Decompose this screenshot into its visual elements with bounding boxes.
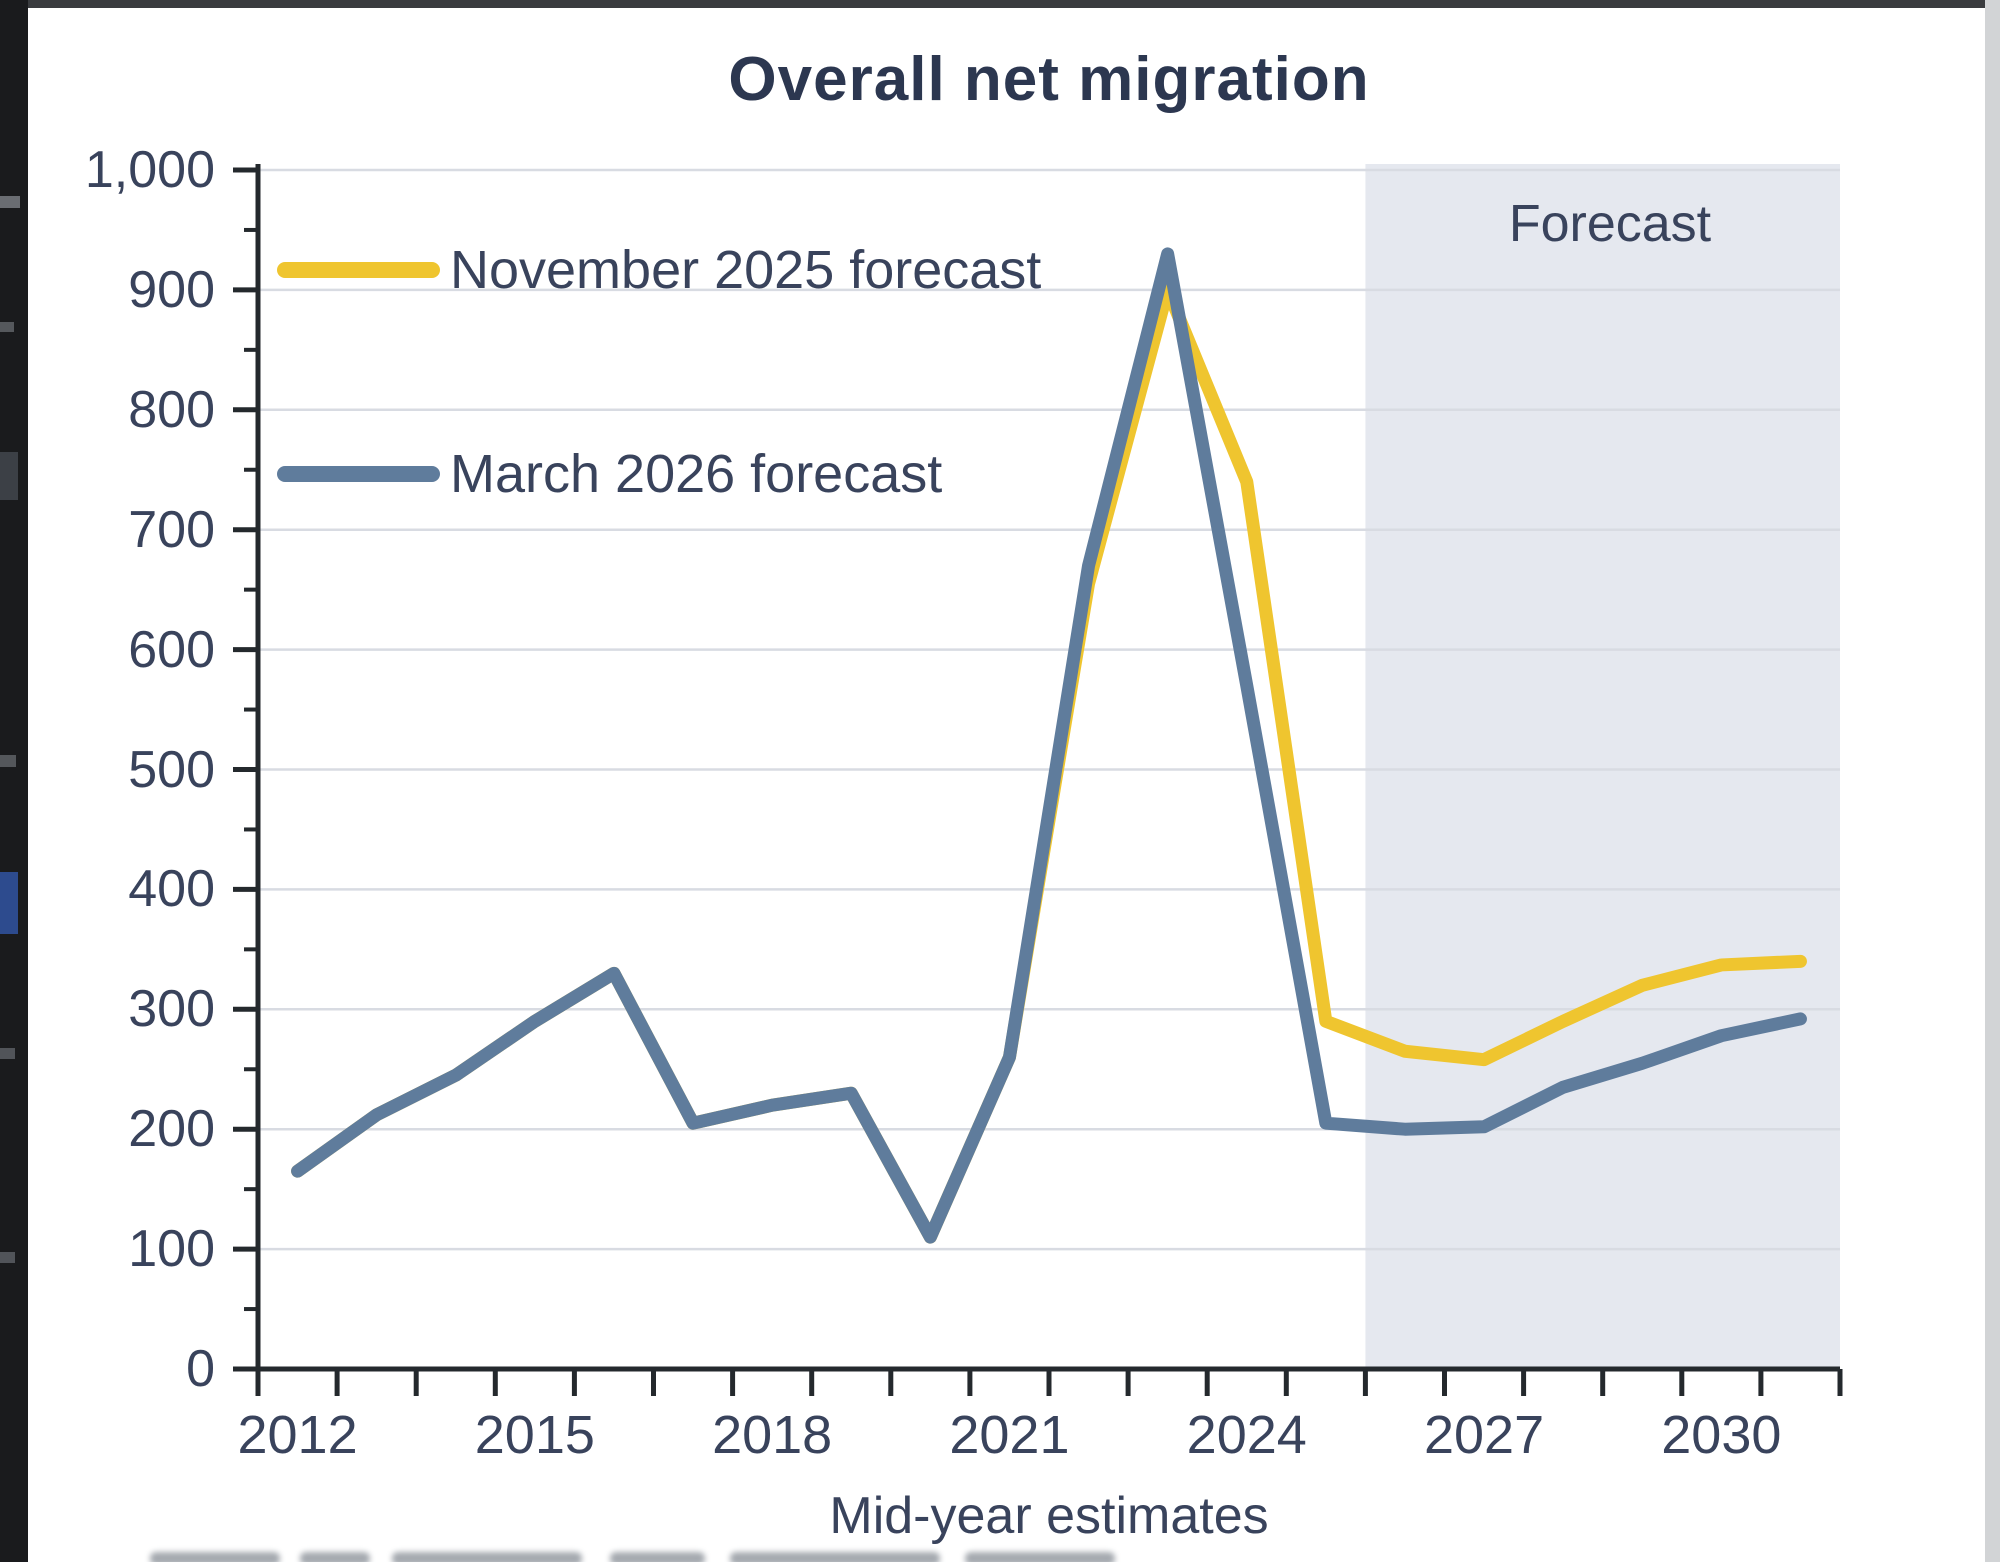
y-tick-label: 700 bbox=[128, 500, 215, 559]
legend-swatch-blue bbox=[277, 466, 440, 482]
legend-label: November 2025 forecast bbox=[450, 240, 1042, 300]
left-edge-blue-fragment bbox=[0, 872, 18, 934]
clipped-bottom-text bbox=[300, 1552, 370, 1562]
x-tick-label: 2024 bbox=[1186, 1405, 1307, 1465]
left-edge-fragment bbox=[0, 322, 14, 332]
window-left-edge bbox=[0, 0, 28, 1562]
left-edge-fragment bbox=[0, 1252, 15, 1263]
y-tick-label: 900 bbox=[128, 260, 215, 319]
x-tick-label: 2018 bbox=[712, 1405, 833, 1465]
x-tick-label: 2012 bbox=[237, 1405, 358, 1465]
y-tick-label: 300 bbox=[128, 980, 215, 1039]
window-right-edge bbox=[1985, 0, 2000, 1562]
y-tick-label: 1,000 bbox=[84, 141, 215, 199]
series-line-march-2026 bbox=[291, 247, 1807, 1244]
y-tick-label: 0 bbox=[186, 1340, 215, 1398]
y-tick-label: 500 bbox=[128, 740, 215, 799]
legend-item-november-2025: November 2025 forecast bbox=[277, 238, 1041, 302]
legend-swatch-yellow bbox=[277, 262, 440, 278]
forecast-region-label: Forecast bbox=[1508, 195, 1712, 253]
legend-label: March 2026 forecast bbox=[450, 444, 943, 504]
window-top-edge bbox=[0, 0, 2000, 8]
y-tick-label: 400 bbox=[128, 860, 215, 919]
left-edge-fragment bbox=[0, 755, 16, 767]
x-axis-title: Mid-year estimates bbox=[829, 1487, 1269, 1545]
x-tick-label: 2015 bbox=[474, 1405, 595, 1465]
clipped-bottom-text bbox=[965, 1552, 1115, 1562]
clipped-bottom-text bbox=[610, 1552, 705, 1562]
forecast-shaded-region bbox=[1365, 164, 1840, 1369]
clipped-bottom-text bbox=[150, 1552, 280, 1562]
clipped-bottom-text bbox=[392, 1552, 582, 1562]
x-tick-label: 2021 bbox=[949, 1405, 1070, 1465]
y-tick-label: 800 bbox=[128, 380, 215, 439]
legend-item-march-2026: March 2026 forecast bbox=[277, 442, 1041, 506]
y-tick-label: 100 bbox=[128, 1220, 215, 1279]
x-tick-label: 2027 bbox=[1423, 1405, 1545, 1465]
left-edge-fragment bbox=[0, 1048, 15, 1059]
left-edge-fragment bbox=[0, 452, 18, 500]
left-edge-fragment bbox=[0, 196, 20, 208]
clipped-bottom-text bbox=[730, 1552, 940, 1562]
x-tick-label: 2030 bbox=[1661, 1405, 1782, 1465]
chart-legend: November 2025 forecast March 2026 foreca… bbox=[277, 238, 1041, 646]
y-tick-label: 200 bbox=[128, 1100, 215, 1159]
chart-title: Overall net migration bbox=[728, 45, 1370, 114]
y-tick-label: 600 bbox=[128, 620, 215, 679]
